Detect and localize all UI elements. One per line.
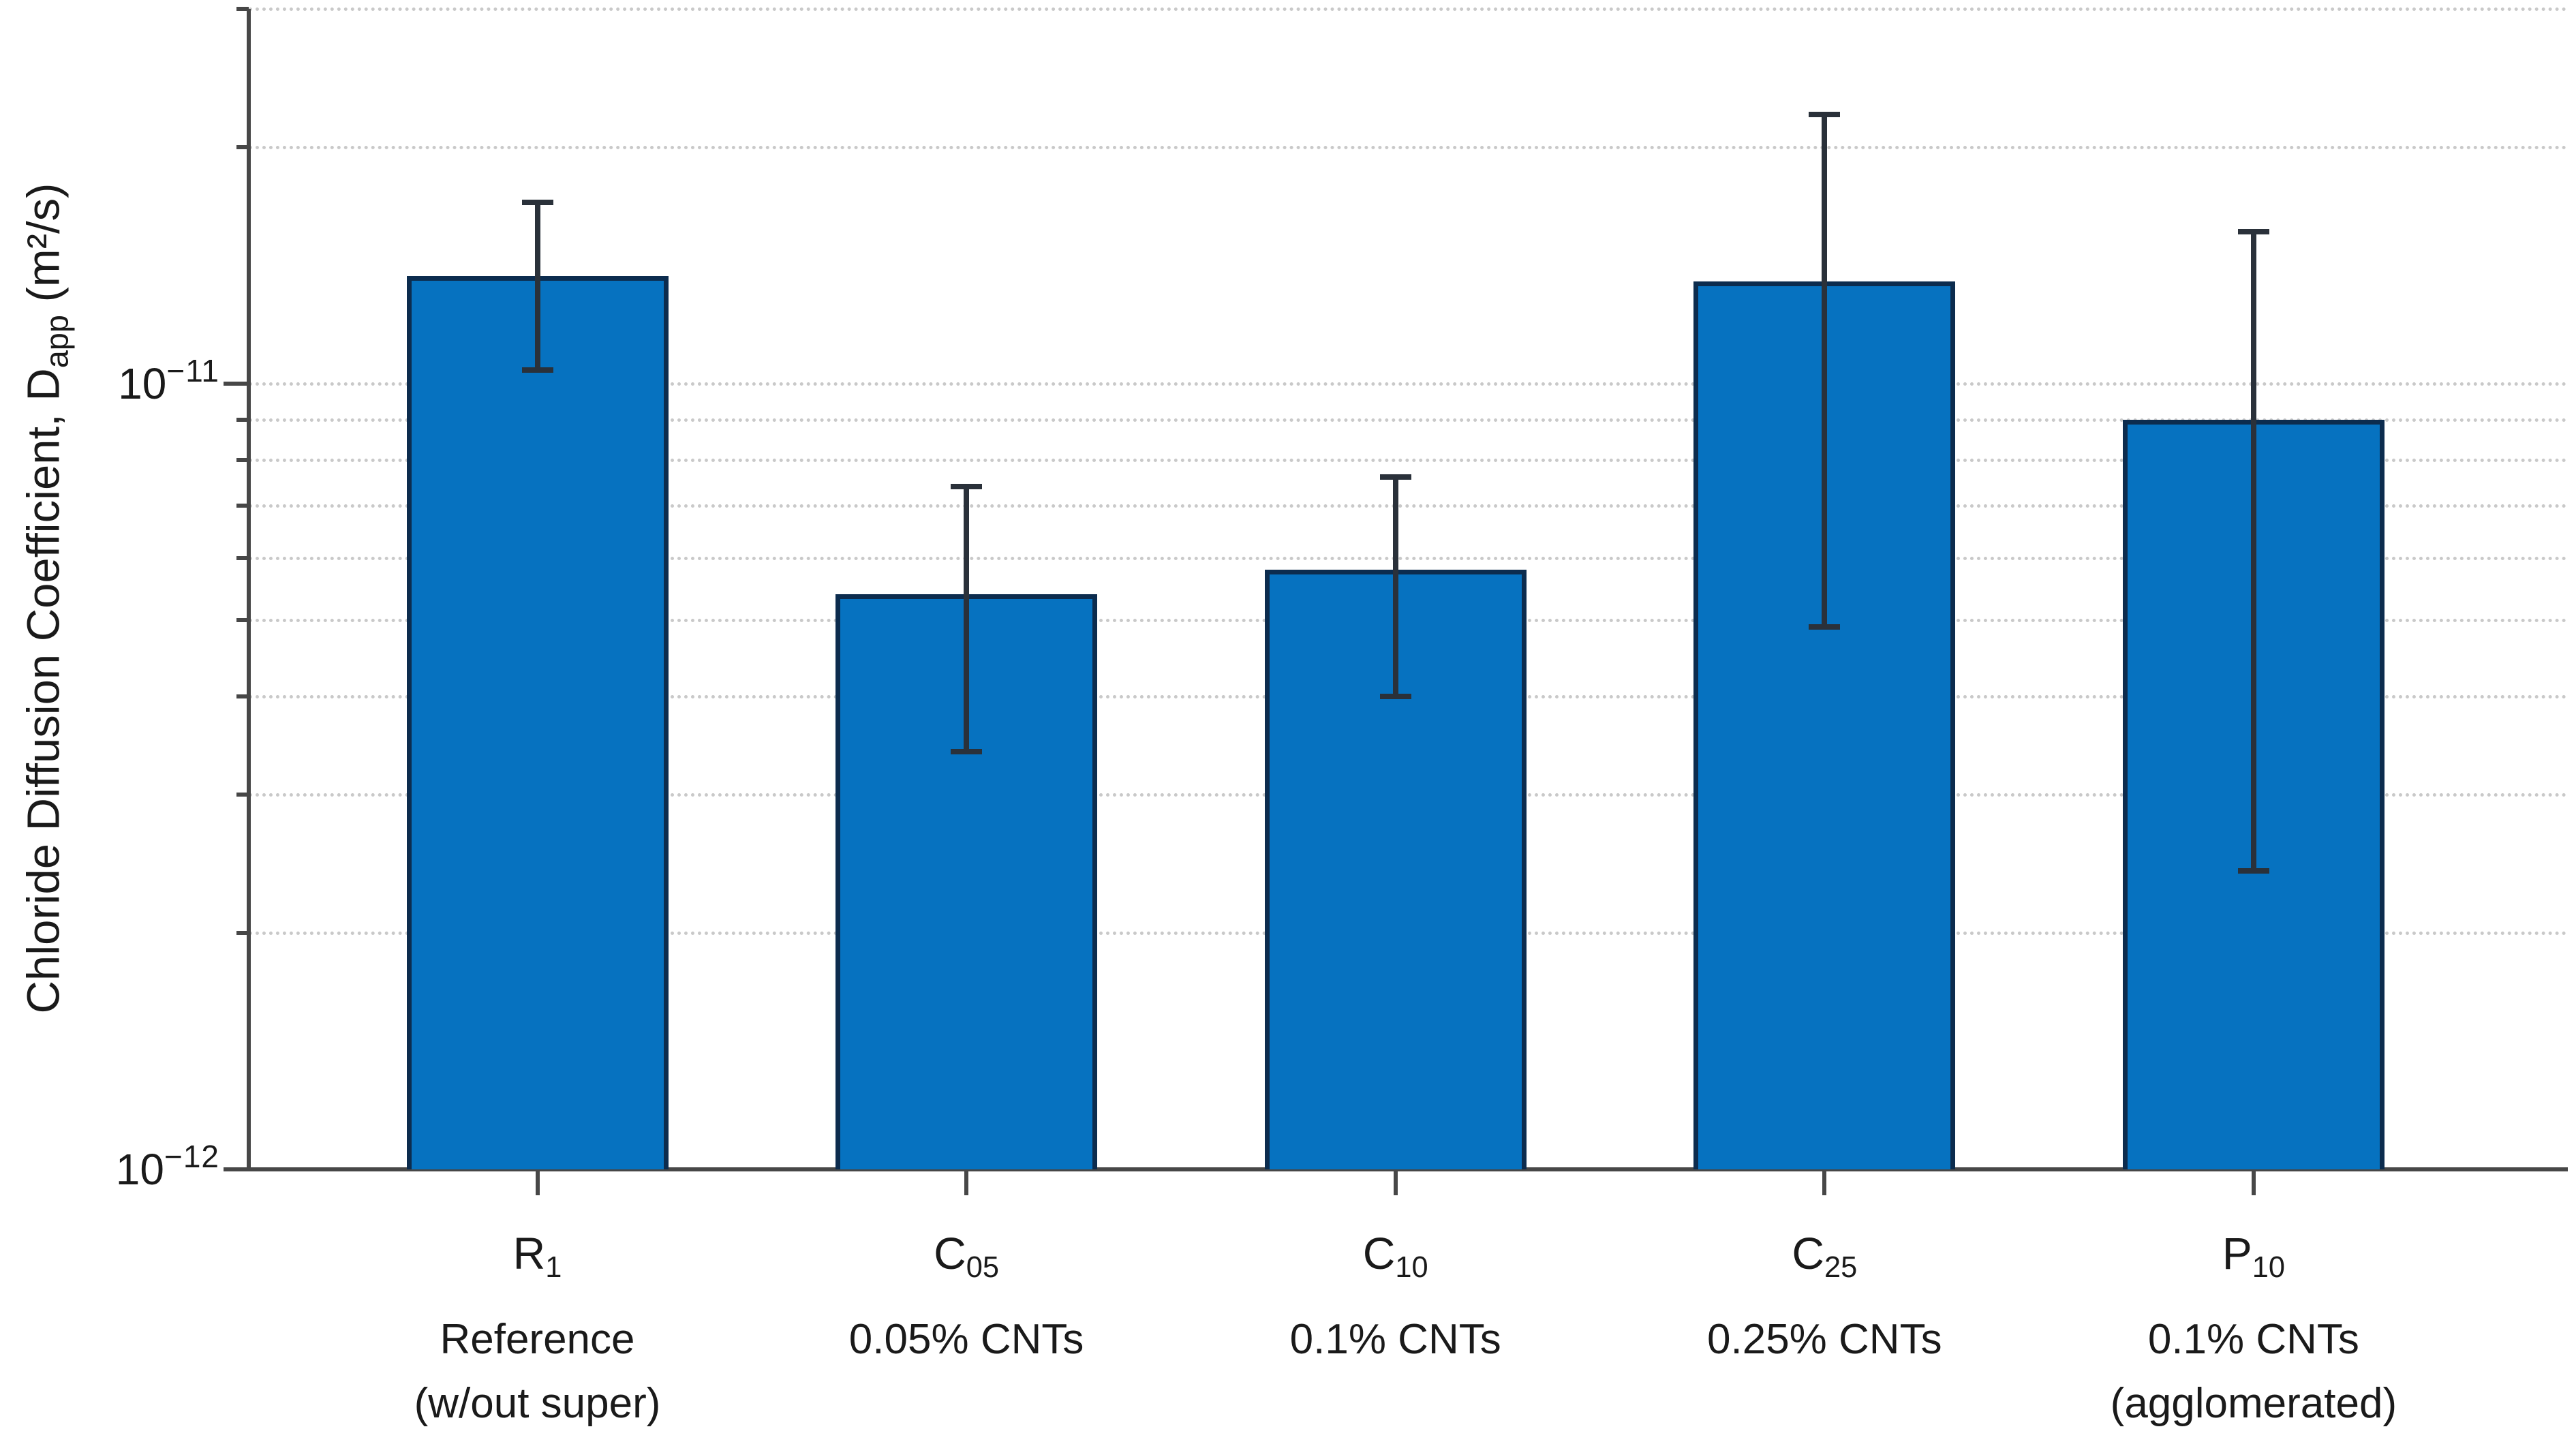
y-tick-label: 10−12 — [0, 1137, 219, 1206]
y-tick-label-exponent: −12 — [164, 1138, 219, 1174]
x-label-symbol-main: C — [1792, 1228, 1824, 1278]
error-bar-R1 — [534, 202, 540, 371]
y-tick-label: 10−11 — [0, 351, 219, 420]
y-tick-label-base: 10 — [115, 1145, 164, 1194]
x-label-symbol-sub: 10 — [2252, 1251, 2286, 1285]
x-label-symbol-C05: C05 — [748, 1223, 1184, 1289]
x-label-symbol-main: C — [934, 1228, 966, 1278]
y-tick-minor — [236, 930, 249, 935]
error-bar-C25 — [1822, 114, 1828, 628]
y-gridline — [249, 418, 2568, 422]
y-tick-minor — [236, 457, 249, 462]
x-label-symbol-P10: P10 — [2036, 1223, 2472, 1289]
x-label-symbol-main: R — [512, 1228, 546, 1278]
error-cap-bottom-C10 — [1379, 693, 1411, 699]
x-label-symbol-main: C — [1362, 1228, 1396, 1278]
y-axis-title-post: (m²/s) — [18, 183, 70, 316]
x-tick-C05 — [964, 1169, 969, 1195]
y-axis-line — [247, 9, 251, 1169]
x-label-desc-P10-line1: 0.1% CNTs — [2147, 1316, 2359, 1363]
error-cap-top-P10 — [2237, 229, 2269, 235]
x-label-symbol-C10: C10 — [1178, 1223, 1614, 1289]
x-label-desc-P10-line2: (agglomerated) — [2110, 1380, 2397, 1427]
y-tick-minor — [236, 618, 249, 623]
x-label-desc-C05-line1: 0.05% CNTs — [848, 1316, 1084, 1363]
y-tick-minor — [236, 417, 249, 422]
y-axis-title-pre: Chloride Diffusion Coefficient, D — [18, 368, 70, 1014]
x-label-symbol-main: P — [2222, 1228, 2252, 1278]
x-label-desc-C10-line1: 0.1% CNTs — [1289, 1316, 1501, 1363]
y-axis-title: Chloride Diffusion Coefficient, Dapp (m²… — [18, 183, 75, 1014]
x-label-symbol-sub: 1 — [545, 1251, 562, 1285]
x-tick-P10 — [2251, 1169, 2256, 1195]
y-gridline — [249, 556, 2568, 560]
x-tick-C25 — [1822, 1169, 1827, 1195]
error-cap-top-C10 — [1379, 474, 1411, 480]
x-label-symbol-R1: R1 — [320, 1223, 756, 1289]
x-label-symbol-sub: 05 — [966, 1251, 1000, 1285]
y-tick-minor — [236, 503, 249, 508]
y-tick-minor — [236, 694, 249, 698]
y-tick-major — [224, 382, 249, 386]
x-label-desc-C25-line1: 0.25% CNTs — [1707, 1316, 1942, 1363]
y-tick-minor — [236, 144, 249, 149]
y-tick-label-exponent: −11 — [166, 352, 219, 388]
error-cap-bottom-C05 — [951, 749, 983, 755]
y-gridline — [249, 7, 2568, 11]
error-cap-bottom-C25 — [1809, 624, 1841, 630]
y-gridline — [249, 145, 2568, 149]
error-cap-top-R1 — [521, 200, 553, 206]
x-label-desc-R1-line1: Reference — [440, 1316, 635, 1363]
error-bar-P10 — [2250, 232, 2256, 871]
x-label-symbol-C25: C25 — [1606, 1223, 2042, 1289]
y-tick-minor — [236, 555, 249, 560]
error-cap-top-C05 — [951, 483, 983, 489]
x-label-symbol-sub: 25 — [1824, 1251, 1858, 1285]
x-label-desc-R1-line2: (w/out super) — [414, 1380, 661, 1427]
error-cap-top-C25 — [1809, 112, 1841, 118]
error-bar-C05 — [964, 486, 970, 752]
x-label-symbol-sub: 10 — [1395, 1251, 1428, 1285]
bar-R1 — [406, 276, 669, 1169]
x-tick-R1 — [535, 1169, 540, 1195]
y-gridline — [249, 458, 2568, 462]
y-tick-minor — [236, 792, 249, 797]
error-cap-bottom-P10 — [2237, 867, 2269, 874]
y-gridline — [249, 504, 2568, 508]
y-tick-minor — [236, 6, 249, 11]
error-cap-bottom-R1 — [521, 367, 553, 373]
y-gridline — [249, 382, 2568, 386]
error-bar-C10 — [1392, 477, 1398, 696]
y-tick-label-base: 10 — [118, 359, 167, 408]
x-tick-C10 — [1393, 1169, 1398, 1195]
